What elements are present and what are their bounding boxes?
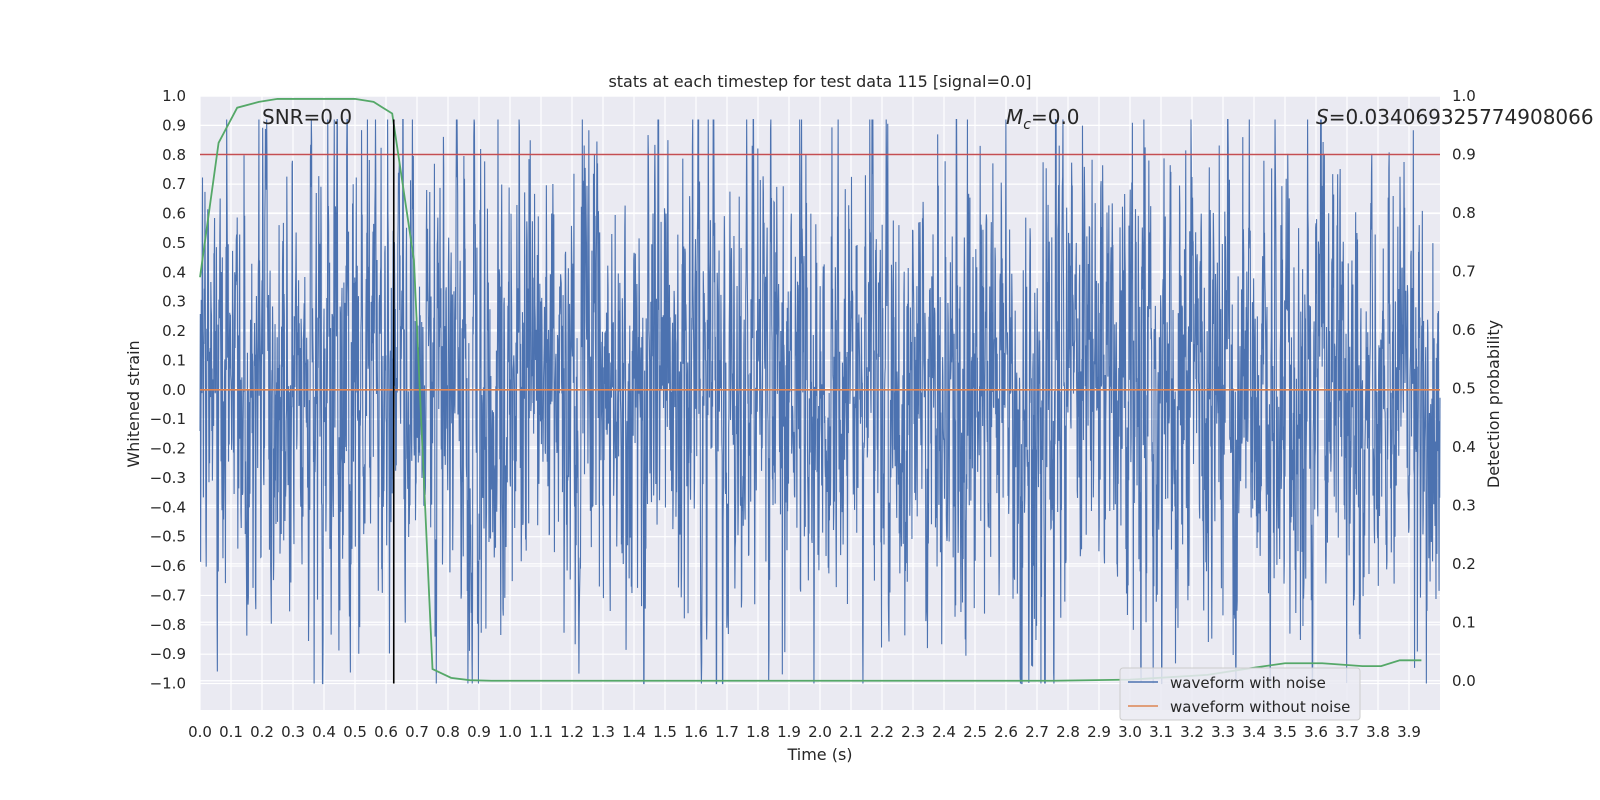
chirp-mass-value: =0.0 [1031,105,1080,129]
legend-box [1119,667,1361,721]
y2-axis-ticks: 1.0 0.9 0.8 0.7 0.6 0.5 0.4 0.3 0.2 0.1 0.0 [1452,87,1476,690]
y-tick-label: 0.8 [162,146,186,164]
x-tick-label: 0.3 [281,723,305,741]
x-tick-label: 1.9 [777,723,801,741]
y-tick-label: −0.4 [150,498,186,516]
y2-tick-label: 0.9 [1452,145,1476,163]
legend-label-with-noise: waveform with noise [1170,674,1326,692]
y-tick-label: −1.0 [150,675,186,693]
y2-axis-label: Detection probability [1484,320,1503,488]
y-tick-label: 0.0 [162,381,186,399]
x-tick-label: 3.7 [1335,723,1359,741]
x-tick-label: 3.8 [1366,723,1390,741]
s-value: =0.034069325774908066 [1329,105,1594,129]
x-tick-label: 1.7 [715,723,739,741]
y-tick-label: 0.4 [162,263,186,281]
y2-tick-label: 0.1 [1452,613,1476,631]
x-tick-label: 0.7 [405,723,429,741]
y2-tick-label: 0.2 [1452,555,1476,573]
y2-tick-label: 0.6 [1452,321,1476,339]
y-tick-label: −0.8 [150,616,186,634]
x-tick-label: 1.2 [560,723,584,741]
x-axis-label: Time (s) [786,745,852,764]
s-symbol: S [1316,105,1329,129]
x-tick-label: 3.4 [1242,723,1266,741]
y2-tick-label: 1.0 [1452,87,1476,105]
x-tick-label: 2.9 [1087,723,1111,741]
x-tick-label: 1.6 [684,723,708,741]
x-tick-label: 1.0 [498,723,522,741]
detection-probability-line [199,98,1422,682]
x-tick-label: 0.1 [219,723,243,741]
series-detection-probability [199,98,1422,682]
x-tick-label: 2.8 [1056,723,1080,741]
chart-title: stats at each timestep for test data 115… [608,72,1031,91]
x-tick-label: 0.5 [343,723,367,741]
x-tick-label: 2.6 [994,723,1018,741]
y-tick-label: −0.2 [150,440,186,458]
x-axis-ticks: 0.0 0.1 0.2 0.3 0.4 0.5 0.6 0.7 0.8 0.9 1.0 1.1 1.2 1… [188,723,1421,741]
y2-tick-label: 0.0 [1452,672,1476,690]
y-tick-label: 0.7 [162,175,186,193]
y-tick-label: −0.9 [150,645,186,663]
x-tick-label: 2.7 [1025,723,1049,741]
y-axis-ticks: 1.0 0.9 0.8 0.7 0.6 0.5 0.4 0.3 0.2 0.1 0.0 −0.1 −0.… [150,87,186,693]
x-tick-label: 0.6 [374,723,398,741]
y2-tick-label: 0.5 [1452,379,1476,397]
y-tick-label: 0.2 [162,322,186,340]
x-tick-label: 1.4 [622,723,646,741]
y-axis-label: Whitened strain [124,340,143,467]
y-tick-label: −0.1 [150,410,186,428]
x-tick-label: 2.0 [808,723,832,741]
y-tick-label: 0.3 [162,293,186,311]
y-tick-label: 0.1 [162,351,186,369]
chirp-mass-annotation: Mc=0.0 [1006,105,1080,133]
x-tick-label: 1.3 [591,723,615,741]
x-tick-label: 1.1 [529,723,553,741]
legend: waveform with noise waveform without noi… [1119,667,1361,721]
x-tick-label: 3.3 [1211,723,1235,741]
y-tick-label: 0.5 [162,234,186,252]
x-tick-label: 2.5 [963,723,987,741]
y-tick-label: 0.9 [162,116,186,134]
x-tick-label: 0.9 [467,723,491,741]
y-tick-label: −0.7 [150,586,186,604]
x-tick-label: 2.1 [839,723,863,741]
x-tick-label: 3.5 [1273,723,1297,741]
x-tick-label: 3.0 [1118,723,1142,741]
y2-tick-label: 0.7 [1452,262,1476,280]
x-tick-label: 0.2 [250,723,274,741]
x-tick-label: 1.5 [653,723,677,741]
x-tick-label: 3.9 [1397,723,1421,741]
y-tick-label: −0.5 [150,528,186,546]
x-tick-label: 0.0 [188,723,212,741]
y-tick-label: −0.3 [150,469,186,487]
y-tick-label: 0.6 [162,205,186,223]
x-tick-label: 0.8 [436,723,460,741]
series-waveform-with-noise [199,118,1441,685]
y2-tick-label: 0.8 [1452,204,1476,222]
noise-waveform-line [199,118,1441,685]
s-annotation: S=0.034069325774908066 [1316,105,1594,129]
y2-tick-label: 0.4 [1452,438,1476,456]
x-tick-label: 3.2 [1180,723,1204,741]
legend-label-without-noise: waveform without noise [1170,698,1350,716]
y2-tick-label: 0.3 [1452,496,1476,514]
y-tick-label: −0.6 [150,557,186,575]
chirp-mass-subscript: c [1023,117,1031,133]
x-tick-label: 1.8 [746,723,770,741]
snr-annotation: SNR=0.0 [262,105,352,129]
x-tick-label: 2.3 [901,723,925,741]
x-tick-label: 0.4 [312,723,336,741]
x-tick-label: 3.6 [1304,723,1328,741]
x-tick-label: 2.2 [870,723,894,741]
x-tick-label: 3.1 [1149,723,1173,741]
chirp-mass-symbol: M [1006,105,1023,129]
x-tick-label: 2.4 [932,723,956,741]
y-tick-label: 1.0 [162,87,186,105]
